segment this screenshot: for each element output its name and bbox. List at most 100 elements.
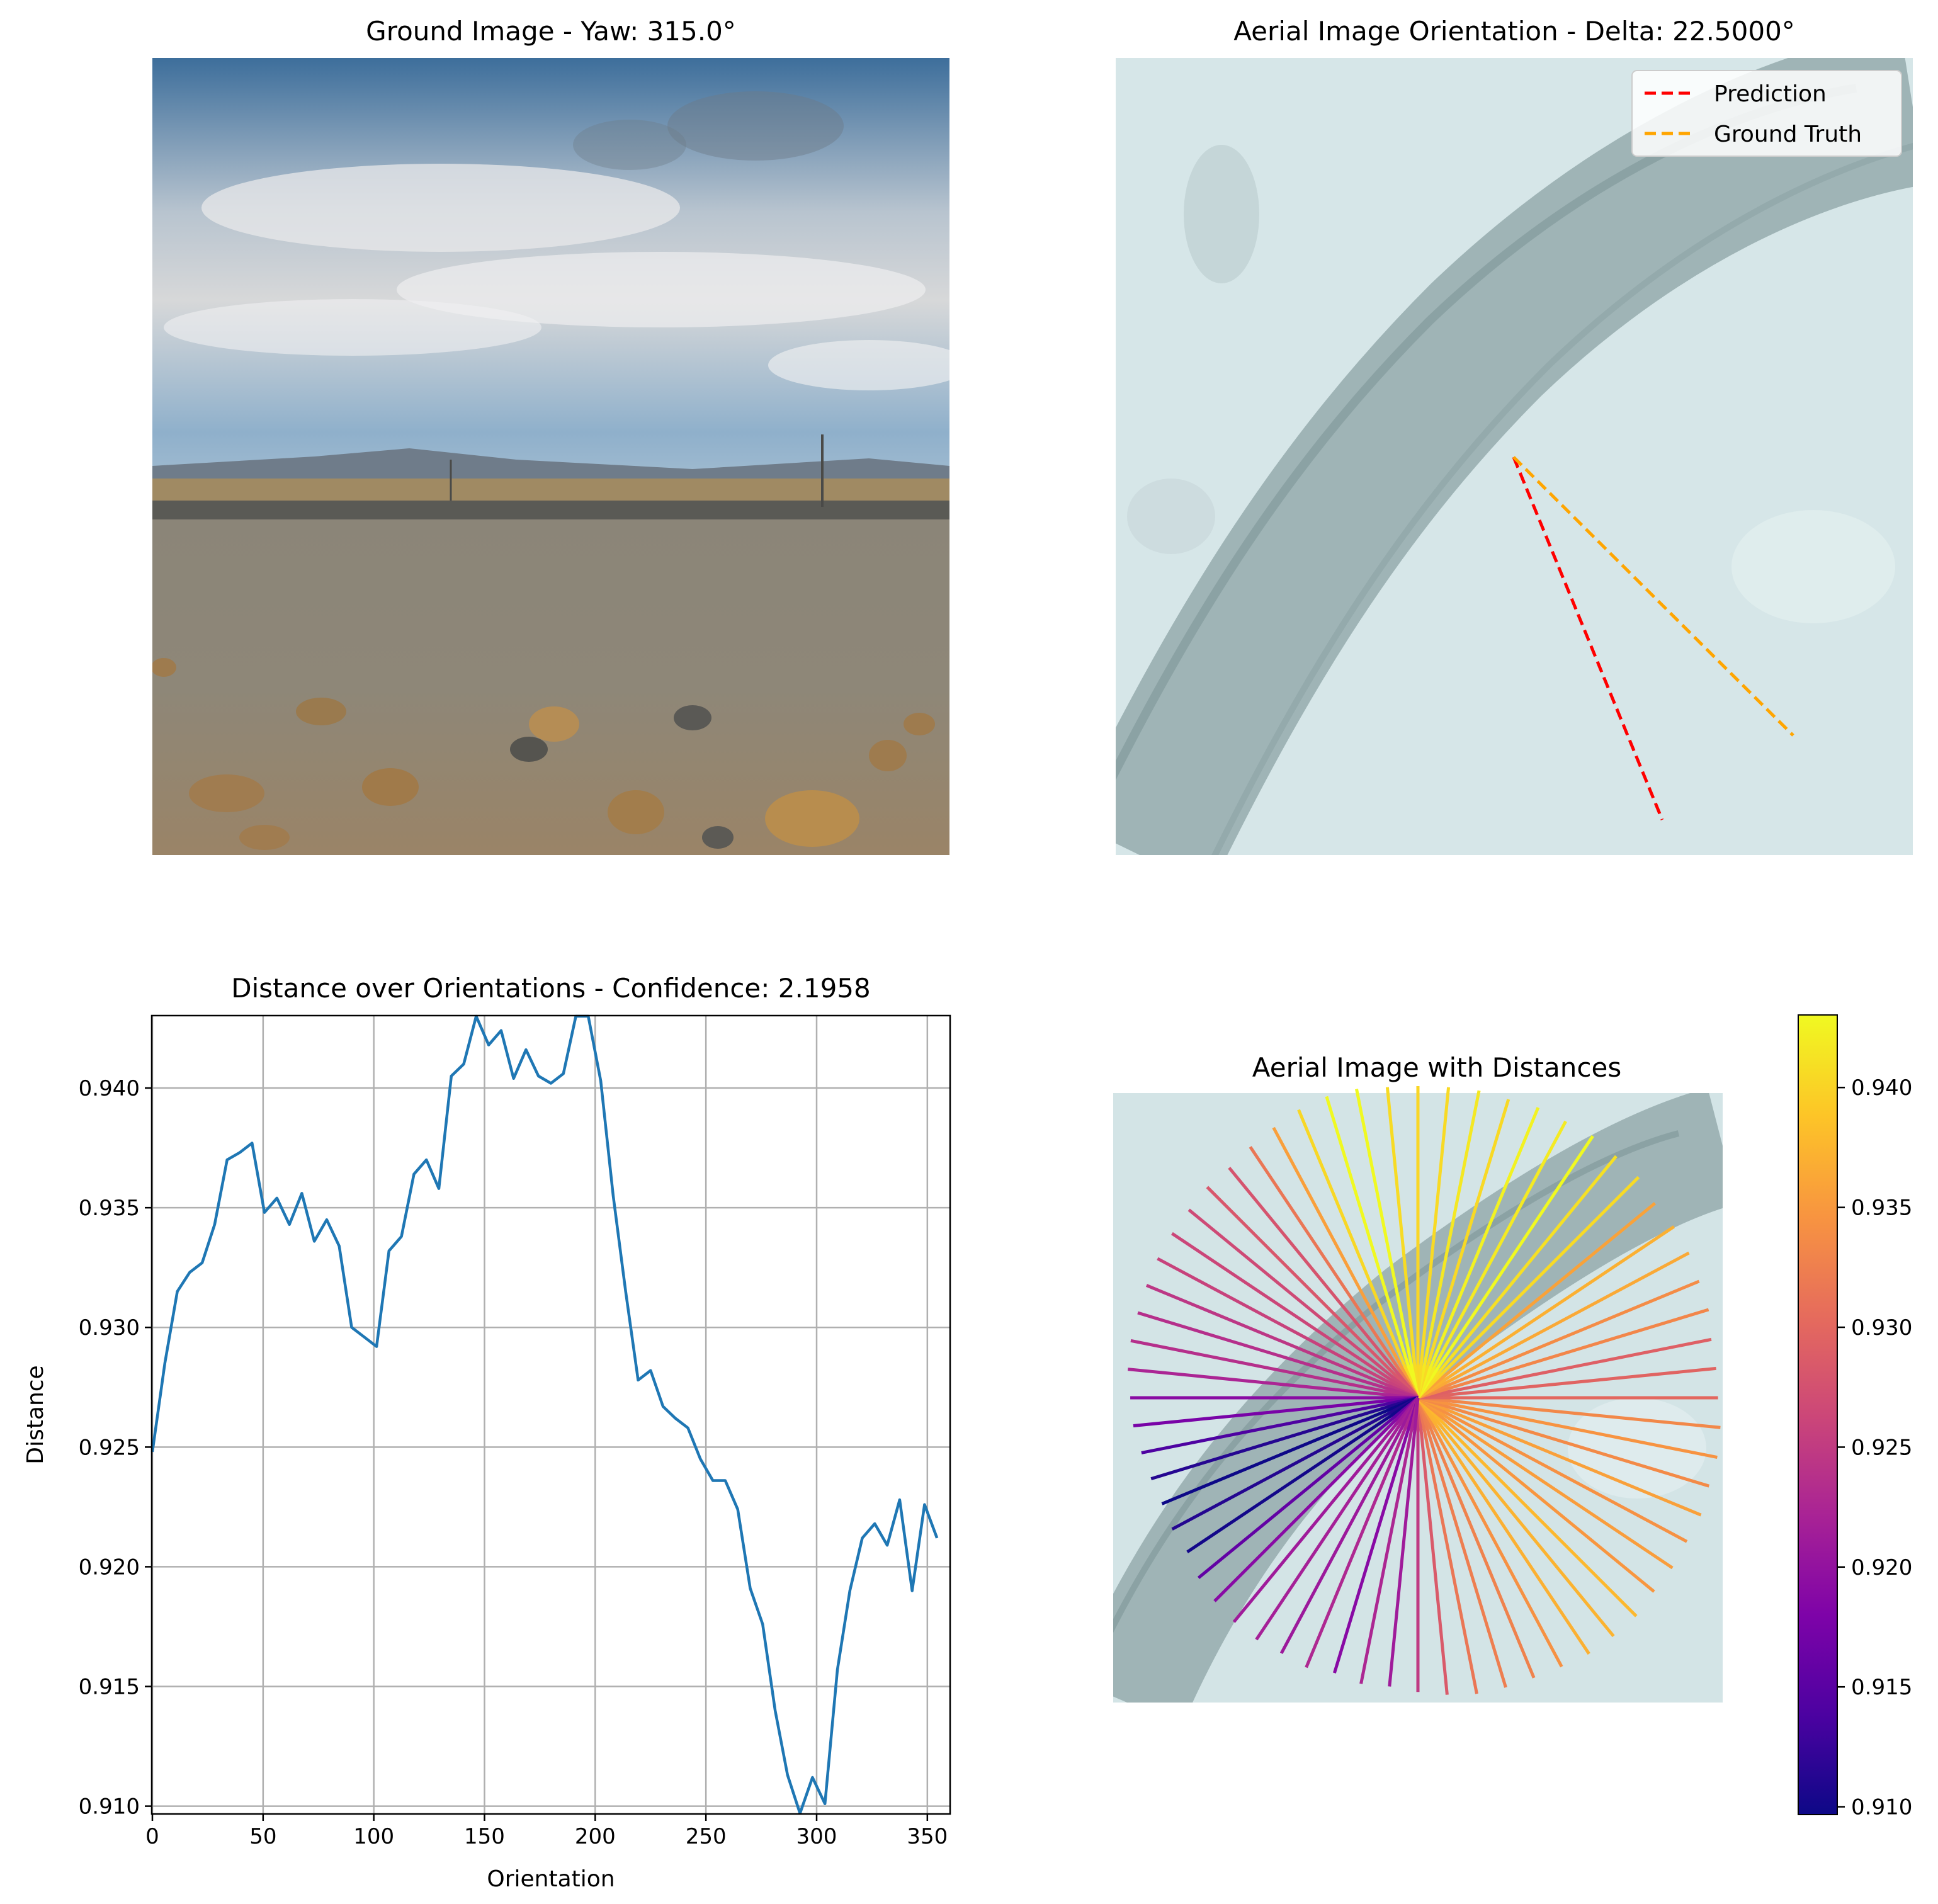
y-tick-label: 0.935 [79,1196,140,1221]
distance-ray [1359,1397,1420,1684]
distance-ray [1297,1109,1420,1398]
distance-ray [1133,1396,1419,1427]
distance-ray [1416,1120,1567,1399]
distance-ray [1197,1397,1419,1579]
distance-ray [1417,1251,1690,1400]
distance-ray [1333,1397,1420,1674]
legend-box [1631,70,1902,157]
distance-ray [1157,1257,1419,1400]
distance-chart-xticks: 0 50 100 150 200 250 300 350 [145,1813,948,1849]
distance-ray [1206,1186,1419,1399]
distance-ray [1417,1396,1702,1517]
distance-ray [1279,1397,1420,1654]
distance-ray [1128,1368,1419,1400]
aerial-legend: Prediction Ground Truth [1631,70,1902,157]
distance-ray [1417,1396,1718,1459]
distance-ray [1417,1155,1618,1399]
y-tick-label: 0.915 [79,1675,140,1700]
colorbar [1798,1014,1838,1815]
distance-ray [1416,1397,1449,1695]
colorbar-tick-label: 0.935 [1851,1196,1912,1221]
distance-chart-yticks: 0.910 0.915 0.920 0.925 0.930 0.935 0.940 [79,1076,152,1820]
distance-ray [1385,1087,1420,1398]
distance-ray [1417,1396,1721,1429]
x-tick-label: 300 [796,1824,837,1849]
ground-image-title: Ground Image - Yaw: 315.0° [366,16,736,47]
y-tick-label: 0.925 [79,1435,140,1460]
distance-chart-ylabel: Distance [23,1365,48,1464]
distance-ray [1141,1396,1419,1454]
distance-ray [1388,1397,1420,1687]
y-tick-label: 0.920 [79,1555,140,1580]
distance-rays [1128,1086,1721,1695]
distance-ray [1255,1397,1420,1641]
distance-ray [1416,1397,1536,1679]
distance-ray [1416,1107,1540,1398]
distance-ray [1137,1311,1419,1400]
distance-ray [1171,1232,1419,1400]
aerial-distances-title: Aerial Image with Distances [1252,1052,1621,1083]
distance-ray [1130,1339,1419,1400]
colorbar-ticks: 0.910 0.915 0.920 0.925 0.930 0.935 0.940 [1837,1075,1912,1820]
distance-line [150,1014,939,1815]
distance-chart-panel: Distance over Orientations - Confidence:… [23,973,951,1892]
distance-ray [1416,1397,1590,1655]
x-tick-label: 150 [464,1824,505,1849]
distance-ray [1305,1397,1420,1669]
colorbar-tick-label: 0.930 [1851,1315,1912,1340]
x-tick-label: 0 [145,1824,159,1849]
ground-image [152,58,949,855]
x-tick-label: 200 [575,1824,616,1849]
distance-chart-grid [151,1016,949,1813]
x-tick-label: 250 [686,1824,727,1849]
colorbar-tick-label: 0.915 [1851,1675,1912,1700]
distance-ray [1417,1279,1700,1400]
distance-chart-series [150,1014,939,1815]
distance-ray [1417,1176,1640,1399]
x-tick-label: 100 [353,1824,394,1849]
distance-ray [1416,1087,1451,1398]
legend-prediction-label: Prediction [1714,81,1827,107]
aerial-orientation-panel: Aerial Image Orientation - Delta: 22.500… [1116,16,1913,855]
colorbar-tick-label: 0.940 [1851,1075,1912,1101]
aerial-image [1116,58,1913,855]
distance-ray [1145,1284,1419,1400]
distance-ray [1417,1396,1710,1488]
distance-ray [1417,1308,1709,1400]
x-tick-label: 350 [907,1824,948,1849]
prediction-line [1512,456,1664,820]
distance-ray [1249,1146,1420,1399]
y-tick-label: 0.930 [79,1315,140,1340]
distance-ray [1171,1396,1419,1531]
distance-ray [1417,1225,1675,1400]
distance-ray [1232,1397,1419,1623]
distance-ray [1416,1397,1478,1694]
distance-ray [1213,1397,1419,1602]
distance-ray [1150,1396,1419,1480]
distance-ray [1417,1397,1615,1638]
y-tick-label: 0.910 [79,1794,140,1820]
distance-ray [1416,1397,1507,1688]
distance-chart-xlabel: Orientation [487,1866,615,1892]
ground-image-panel: Ground Image - Yaw: 315.0° [152,16,949,855]
distance-ray [1417,1396,1688,1543]
distance-ray [1187,1208,1419,1399]
colorbar-tick-label: 0.910 [1851,1795,1912,1820]
distance-ray [1161,1396,1419,1505]
distance-ray [1417,1397,1655,1593]
legend-ground-truth-label: Ground Truth [1714,122,1862,147]
distance-ray [1417,1396,1674,1570]
distance-ray [1417,1202,1657,1399]
distance-ray [1416,1099,1510,1398]
distance-chart-frame [150,1014,951,1815]
aerial-orientation-title: Aerial Image Orientation - Delta: 22.500… [1233,16,1795,47]
colorbar-tick-label: 0.920 [1851,1555,1912,1580]
aerial-distances-panel: Aerial Image with Distances 0.9100.9150.… [1113,1014,1912,1820]
distance-ray [1355,1089,1420,1398]
distance-ray [1416,1397,1563,1668]
colorbar-tick-label: 0.925 [1851,1435,1912,1460]
distance-chart-title: Distance over Orientations - Confidence:… [231,973,870,1004]
distance-ray [1272,1126,1420,1399]
distance-ray [1416,1135,1594,1399]
